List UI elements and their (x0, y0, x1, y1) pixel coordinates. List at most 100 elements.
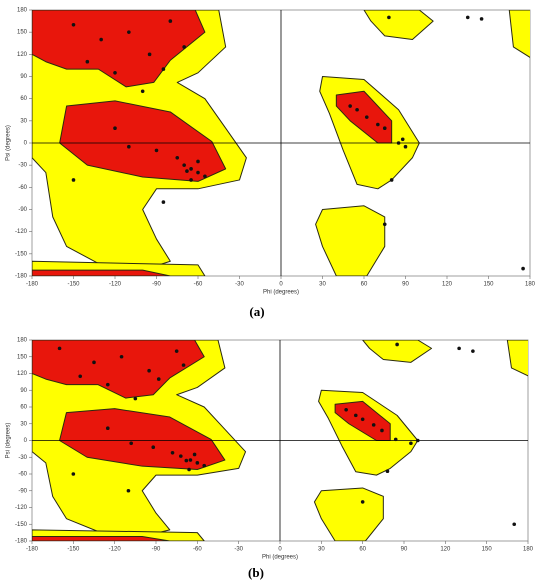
panel: -180 -150 -120 -90 -60 -30 0 30 60 90 120 150 180 -18… (6, 8, 536, 319)
residue-point (185, 169, 189, 173)
x-tick-label: 90 (402, 282, 409, 288)
y-tick-label: 0 (24, 141, 28, 147)
y-tick-label: -120 (15, 229, 28, 235)
x-tick-label: 0 (279, 282, 283, 288)
residue-point (202, 463, 207, 468)
panel-caption: (b) (248, 565, 264, 580)
residue-point (127, 30, 131, 34)
residue-point (184, 458, 189, 463)
residue-point (360, 417, 365, 422)
residue-point (344, 407, 348, 412)
residue-point (187, 467, 191, 472)
residue-point (156, 377, 161, 381)
residue-point (105, 426, 110, 431)
residue-point (151, 445, 156, 450)
residue-point (385, 469, 390, 474)
residue-point (360, 500, 365, 504)
allowed-region (313, 487, 384, 541)
residue-point (409, 441, 413, 446)
residue-point (147, 52, 152, 57)
y-tick-label: -120 (15, 505, 28, 511)
regions (32, 10, 530, 276)
residue-point (85, 59, 90, 64)
favored-region (59, 408, 226, 471)
x-tick-label: -30 (234, 547, 243, 553)
residue-point (196, 159, 200, 164)
x-tick-label: -60 (194, 282, 203, 288)
residue-point (457, 346, 461, 351)
residue-point (170, 450, 175, 455)
allowed-region (508, 10, 530, 58)
residue-point (140, 89, 145, 94)
residue-point (192, 452, 197, 457)
residue-point (129, 441, 133, 446)
x-axis-label: Phi (degrees) (262, 555, 298, 561)
residue-point (382, 222, 387, 227)
residue-point (119, 354, 124, 359)
residue-point (396, 141, 401, 145)
residue-point (376, 122, 380, 127)
residue-point (415, 438, 420, 443)
residue-point (181, 363, 186, 367)
residue-point (479, 17, 484, 21)
residue-point (57, 346, 62, 351)
allowed-region (362, 340, 433, 363)
residue-point (147, 368, 151, 373)
x-tick-label: -150 (67, 282, 80, 288)
residue-point (195, 461, 200, 465)
residue-point (182, 163, 186, 167)
panel: -180 -150 -120 -90 -60 -30 0 30 60 90 120 150 180 -18… (6, 338, 534, 580)
allowed-region (363, 10, 434, 41)
residue-point (92, 360, 96, 365)
x-tick-label: 60 (361, 282, 368, 288)
residue-point (400, 137, 405, 142)
y-tick-label: 120 (17, 52, 28, 58)
residue-point (113, 71, 117, 75)
residue-point (161, 67, 166, 71)
x-tick-label: 90 (401, 547, 408, 553)
x-tick-label: 180 (525, 282, 536, 288)
y-tick-label: 90 (20, 388, 27, 394)
x-tick-label: 120 (442, 282, 453, 288)
x-tick-label: 150 (483, 282, 494, 288)
x-tick-label: -180 (26, 282, 39, 288)
x-tick-label: 30 (319, 282, 326, 288)
regions (32, 340, 528, 541)
x-tick-label: -60 (193, 547, 202, 553)
y-tick-label: 30 (20, 118, 27, 124)
residue-point (182, 45, 186, 49)
y-tick-label: -150 (15, 522, 28, 528)
residue-point (188, 458, 193, 462)
residue-point (168, 19, 173, 23)
x-tick-label: -150 (67, 547, 80, 553)
panel-caption: (a) (249, 304, 264, 319)
x-tick-label: -120 (109, 547, 122, 553)
residue-point (353, 413, 358, 418)
residue-point (348, 104, 352, 108)
x-axis-label: Phi (degrees) (263, 290, 299, 296)
y-tick-label: 180 (17, 338, 28, 344)
residue-point (174, 349, 179, 353)
favored-region (32, 269, 171, 276)
y-axis-label: Psi (degrees) (6, 423, 12, 459)
residue-point (127, 144, 131, 149)
x-tick-label: 180 (523, 547, 534, 553)
y-tick-label: -60 (18, 472, 27, 478)
residue-point (189, 178, 193, 182)
y-tick-label: -180 (15, 274, 28, 280)
residue-point (471, 349, 475, 353)
allowed-region (506, 340, 528, 377)
x-tick-label: 120 (440, 547, 451, 553)
residue-point (521, 266, 525, 271)
residue-point (71, 22, 76, 27)
y-tick-label: 150 (17, 354, 28, 360)
y-tick-label: 150 (17, 30, 28, 36)
residue-point (154, 148, 159, 153)
y-tick-label: -90 (18, 488, 27, 494)
residue-point (203, 174, 207, 179)
residue-point (371, 423, 376, 427)
y-tick-label: 90 (20, 74, 27, 80)
y-tick-label: -30 (18, 163, 27, 169)
y-tick-label: 0 (24, 438, 28, 444)
y-tick-label: 60 (20, 405, 27, 411)
